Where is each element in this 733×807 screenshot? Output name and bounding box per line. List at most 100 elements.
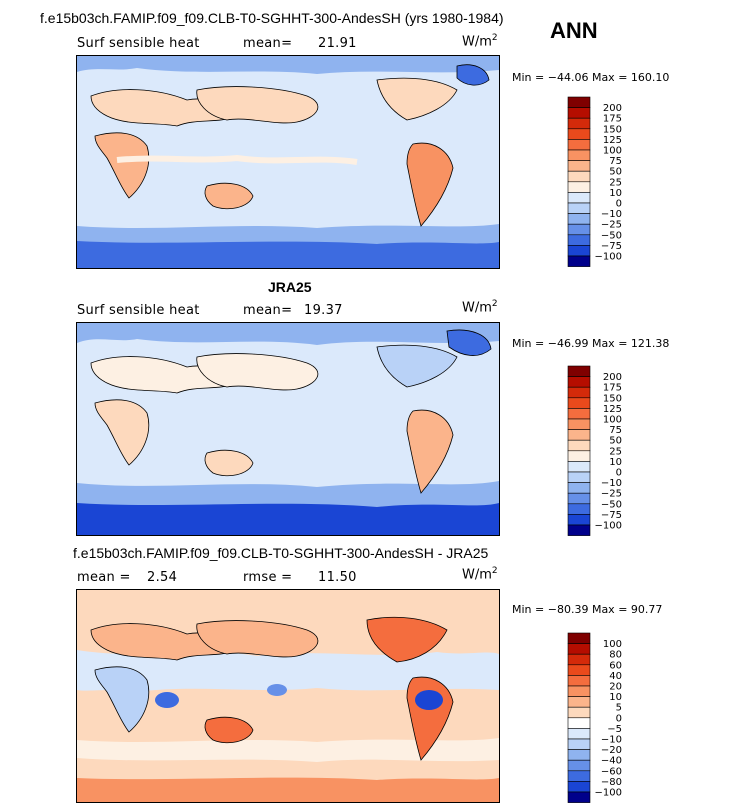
- panel2-mean-label: mean=: [243, 303, 293, 318]
- colorbar-tick-label: 0: [616, 199, 622, 210]
- colorbar-box: [567, 192, 591, 204]
- colorbar-box: [567, 482, 591, 494]
- colorbar-tick-label: 100: [603, 415, 622, 426]
- colorbar-tick-label: 10: [609, 692, 622, 703]
- colorbar-tick-label: 0: [616, 468, 622, 479]
- colorbar-tick-label: 40: [609, 671, 622, 682]
- colorbar-box: [567, 223, 591, 236]
- colorbar-tick-label: 80: [609, 650, 622, 661]
- colorbar-tick-label: −40: [601, 756, 622, 767]
- main-title: f.e15b03ch.FAMIP.f09_f09.CLB-T0-SGHHT-30…: [40, 10, 504, 26]
- panel3-mean-label: mean =: [77, 570, 131, 585]
- colorbar-tick-label: 200: [603, 103, 622, 114]
- colorbar-box: [567, 749, 591, 761]
- colorbar-tick-label: 100: [603, 146, 622, 157]
- panel2-units: W/m2: [462, 299, 498, 316]
- colorbar-tick-label: 175: [603, 383, 622, 394]
- colorbar-tick-label: −100: [595, 521, 622, 532]
- panel1-variable: Surf sensible heat: [77, 36, 200, 51]
- season-label: ANN: [550, 18, 598, 43]
- colorbar-tick-label: −50: [601, 230, 622, 241]
- colorbar-tick-label: −20: [601, 745, 622, 756]
- panel1-minmax: Min = −44.06 Max = 160.10: [512, 71, 670, 84]
- colorbar-box: [567, 503, 591, 515]
- colorbar-box: [567, 696, 591, 708]
- colorbar-tick-label: −5: [607, 724, 622, 735]
- colorbar-tick-label: −75: [601, 241, 622, 252]
- colorbar-box: [567, 450, 591, 462]
- colorbar-tick-label: 10: [609, 188, 622, 199]
- colorbar-tick-label: −25: [601, 220, 622, 231]
- colorbar-box: [567, 791, 591, 803]
- colorbar-box: [567, 728, 591, 740]
- colorbar-tick-label: −25: [601, 489, 622, 500]
- colorbar-tick-label: 25: [609, 177, 622, 188]
- panel1-mean-label: mean=: [243, 36, 293, 51]
- colorbar-tick-label: 75: [609, 156, 622, 167]
- panel1-map: [76, 55, 500, 269]
- colorbar-tick-label: 150: [603, 393, 622, 404]
- colorbar-box: [567, 738, 591, 750]
- colorbar-box: [567, 386, 591, 399]
- colorbar-tick-label: −100: [595, 252, 622, 263]
- colorbar-box: [567, 492, 591, 505]
- colorbar-tick-label: 200: [603, 372, 622, 383]
- colorbar-tick-label: −10: [601, 209, 622, 220]
- colorbar-box: [567, 255, 591, 267]
- colorbar-box: [567, 706, 591, 719]
- colorbar-box: [567, 439, 591, 452]
- colorbar-box: [567, 376, 591, 388]
- colorbar-box: [567, 149, 591, 161]
- colorbar-box: [567, 461, 591, 473]
- colorbar-tick-label: 50: [609, 436, 622, 447]
- colorbar-tick-label: −75: [601, 510, 622, 521]
- panel1-units: W/m2: [462, 33, 498, 50]
- colorbar-tick-label: 50: [609, 167, 622, 178]
- colorbar-box: [567, 160, 591, 172]
- panel3-rmse-value: 11.50: [318, 570, 357, 585]
- colorbar-tick-label: 10: [609, 457, 622, 468]
- colorbar-box: [567, 139, 591, 151]
- colorbar-tick-label: −100: [595, 788, 622, 799]
- colorbar-tick-label: 150: [603, 124, 622, 135]
- panel3-rmse-label: rmse =: [243, 570, 293, 585]
- colorbar-tick-label: 175: [603, 114, 622, 125]
- colorbar-box: [567, 117, 591, 130]
- colorbar-tick-label: 20: [609, 682, 622, 693]
- colorbar-tick-label: −60: [601, 766, 622, 777]
- colorbar-box: [567, 96, 591, 108]
- colorbar-box: [567, 653, 591, 666]
- colorbar-box: [567, 245, 591, 257]
- colorbar-box: [567, 397, 591, 409]
- panel2-mean-value: 19.37: [304, 303, 343, 318]
- panel2-map: [76, 322, 500, 536]
- colorbar-box: [567, 202, 591, 214]
- colorbar-box: [567, 234, 591, 246]
- colorbar-tick-label: −10: [601, 735, 622, 746]
- colorbar-tick-label: −10: [601, 478, 622, 489]
- panel3-mean-value: 2.54: [147, 570, 178, 585]
- colorbar-box: [567, 429, 591, 441]
- colorbar-box: [567, 685, 591, 697]
- colorbar-tick-label: 60: [609, 660, 622, 671]
- colorbar-box: [567, 107, 591, 119]
- colorbar-box: [567, 181, 591, 193]
- panel3-map: [76, 589, 500, 803]
- colorbar-box: [567, 524, 591, 536]
- colorbar-box: [567, 632, 591, 644]
- colorbar-tick-label: 125: [603, 135, 622, 146]
- colorbar-box: [567, 781, 591, 793]
- colorbar-box: [567, 365, 591, 377]
- colorbar-tick-label: 25: [609, 446, 622, 457]
- colorbar-tick-label: 75: [609, 425, 622, 436]
- panel3-title: f.e15b03ch.FAMIP.f09_f09.CLB-T0-SGHHT-30…: [73, 545, 489, 561]
- panel2-variable: Surf sensible heat: [77, 303, 200, 318]
- colorbar-tick-label: 5: [616, 703, 622, 714]
- colorbar-tick-label: 100: [603, 639, 622, 650]
- panel3-minmax: Min = −80.39 Max = 90.77: [512, 603, 663, 616]
- panel2-minmax: Min = −46.99 Max = 121.38: [512, 337, 670, 350]
- colorbar-box: [567, 418, 591, 430]
